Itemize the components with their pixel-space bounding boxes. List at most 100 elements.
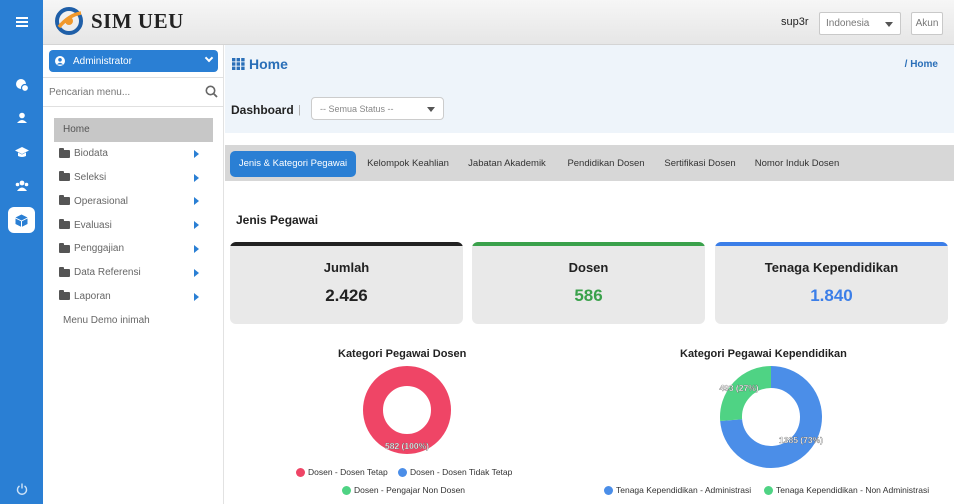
sidebar-item-label: Menu Demo inimah	[63, 314, 150, 326]
card-label: Dosen	[568, 260, 609, 275]
card-value: 2.426	[325, 286, 368, 305]
caret-right-icon	[194, 292, 199, 301]
folder-icon	[59, 147, 70, 158]
folder-icon	[59, 290, 70, 301]
tab-sertifikasi-dosen[interactable]: Sertifikasi Dosen	[664, 158, 736, 169]
legend-item[interactable]: Dosen - Dosen Tidak Tetap	[398, 467, 512, 477]
account-button[interactable]: Akun	[911, 12, 943, 35]
pie-slice[interactable]	[720, 366, 772, 421]
chart-title-kependidikan: Kategori Pegawai Kependidikan	[680, 348, 847, 360]
user-circle-icon	[55, 56, 65, 66]
page-title: Home	[232, 56, 288, 72]
sidebar-item-label: Biodata	[74, 148, 108, 160]
chevron-down-icon	[204, 53, 214, 63]
legend-swatch	[604, 485, 613, 495]
pie-slice[interactable]	[720, 366, 822, 468]
stat-card-tenaga-kependidikan: Tenaga Kependidikan 1.840	[715, 242, 948, 324]
tab-jenis-kategori-pegawai[interactable]: Jenis & Kategori Pegawai	[230, 151, 356, 177]
role-select[interactable]: Administrator	[49, 50, 218, 72]
pie-data-label: 1385 (73%)	[779, 435, 823, 445]
card-value: 1.840	[810, 286, 853, 305]
status-filter-select[interactable]: -- Semua Status --	[311, 97, 444, 120]
legend-label: Tenaga Kependidikan - Administrasi	[616, 485, 752, 495]
sidebar-item-laporan[interactable]: Laporan	[43, 285, 224, 309]
stat-card-jumlah: Jumlah 2.426	[230, 242, 463, 324]
folder-icon	[59, 219, 70, 230]
sidebar-item-evaluasi[interactable]: Evaluasi	[43, 213, 224, 237]
card-accent-bar	[715, 242, 948, 246]
sidebar-item-data-referensi[interactable]: Data Referensi	[43, 261, 224, 285]
caret-down-icon	[885, 22, 893, 27]
donut-chart-dosen: 582 (100%)	[363, 366, 451, 454]
caret-right-icon	[194, 173, 199, 182]
sidebar-item-penggajian[interactable]: Penggajian	[43, 237, 224, 261]
card-label: Jumlah	[323, 260, 370, 275]
brand[interactable]: SIM UEU	[53, 5, 184, 37]
sidebar-item-demo[interactable]: Menu Demo inimah	[43, 308, 224, 332]
power-icon[interactable]	[8, 476, 35, 502]
caret-right-icon	[194, 244, 199, 253]
sidebar-item-operasional[interactable]: Operasional	[43, 189, 224, 213]
legend-label: Dosen - Pengajar Non Dosen	[354, 485, 466, 495]
chart-title-dosen: Kategori Pegawai Dosen	[338, 348, 467, 360]
tab-kelompok-keahlian[interactable]: Kelompok Keahlian	[367, 158, 449, 169]
tab-nomor-induk-dosen[interactable]: Nomor Induk Dosen	[754, 158, 840, 169]
sidebar-item-label: Operasional	[74, 195, 128, 207]
card-value: 586	[574, 286, 603, 305]
sidebar-menu: Home Biodata Seleksi Operasional Evaluas…	[43, 118, 224, 332]
legend-swatch	[342, 485, 351, 495]
section-title: Jenis Pegawai	[236, 213, 319, 227]
legend-swatch	[296, 467, 305, 477]
caret-right-icon	[194, 149, 199, 158]
tab-jabatan-akademik[interactable]: Jabatan Akademik	[468, 158, 546, 169]
sidebar-item-biodata[interactable]: Biodata	[43, 142, 224, 166]
tab-bar: Jenis & Kategori Pegawai Kelompok Keahli…	[225, 145, 954, 181]
folder-icon	[59, 171, 70, 182]
legend-item[interactable]: Dosen - Dosen Tetap	[296, 467, 388, 477]
sidebar-item-label: Home	[63, 124, 90, 136]
education-icon[interactable]	[8, 139, 35, 165]
legend-swatch	[398, 467, 407, 477]
pie-slice[interactable]	[363, 366, 451, 454]
search-icon[interactable]	[205, 85, 218, 98]
legend-item[interactable]: Tenaga Kependidikan - Non Administrasi	[764, 485, 929, 495]
sidebar: Administrator Home Biodata Seleksi Opera…	[43, 45, 224, 504]
settings-icon[interactable]	[8, 72, 35, 98]
sidebar-item-label: Data Referensi	[74, 267, 141, 279]
sidebar-item-label: Laporan	[74, 290, 111, 302]
legend-label: Dosen - Dosen Tetap	[308, 467, 388, 477]
page-title-text: Home	[249, 56, 288, 72]
menu-icon[interactable]	[8, 9, 35, 35]
menu-search-input[interactable]	[43, 78, 193, 106]
page-header: Home / Home Dashboard | -- Semua Status …	[225, 45, 954, 133]
sidebar-item-label: Penggajian	[74, 243, 125, 255]
role-label: Administrator	[73, 55, 132, 67]
divider: |	[298, 104, 301, 116]
breadcrumb[interactable]: / Home	[904, 59, 938, 70]
donut-chart-kependidikan: 1385 (73%) 493 (27%)	[719, 366, 823, 468]
folder-icon	[59, 242, 70, 253]
tab-pendidikan-dosen[interactable]: Pendidikan Dosen	[567, 158, 645, 169]
caret-right-icon	[194, 221, 199, 230]
group-icon[interactable]	[8, 172, 35, 198]
dashboard-label: Dashboard	[231, 103, 294, 117]
cube-icon[interactable]	[8, 207, 35, 233]
icon-rail	[0, 0, 43, 504]
caret-down-icon	[427, 107, 435, 112]
sidebar-item-label: Evaluasi	[74, 219, 112, 231]
language-select[interactable]: Indonesia	[819, 12, 901, 35]
legend-item[interactable]: Dosen - Pengajar Non Dosen	[342, 485, 465, 495]
app-title: SIM UEU	[91, 8, 184, 33]
menu-search	[43, 77, 224, 107]
sidebar-item-home[interactable]: Home	[54, 118, 213, 142]
language-value: Indonesia	[826, 18, 870, 29]
pie-data-label: 582 (100%)	[385, 441, 429, 451]
username-label[interactable]: sup3r	[781, 16, 809, 28]
caret-right-icon	[194, 197, 199, 206]
sidebar-item-label: Seleksi	[74, 171, 107, 183]
legend-item[interactable]: Tenaga Kependidikan - Administrasi	[604, 485, 751, 495]
users-icon[interactable]	[8, 105, 35, 131]
logo-icon	[55, 7, 83, 35]
stat-card-dosen: Dosen 586	[472, 242, 705, 324]
sidebar-item-seleksi[interactable]: Seleksi	[43, 166, 224, 190]
